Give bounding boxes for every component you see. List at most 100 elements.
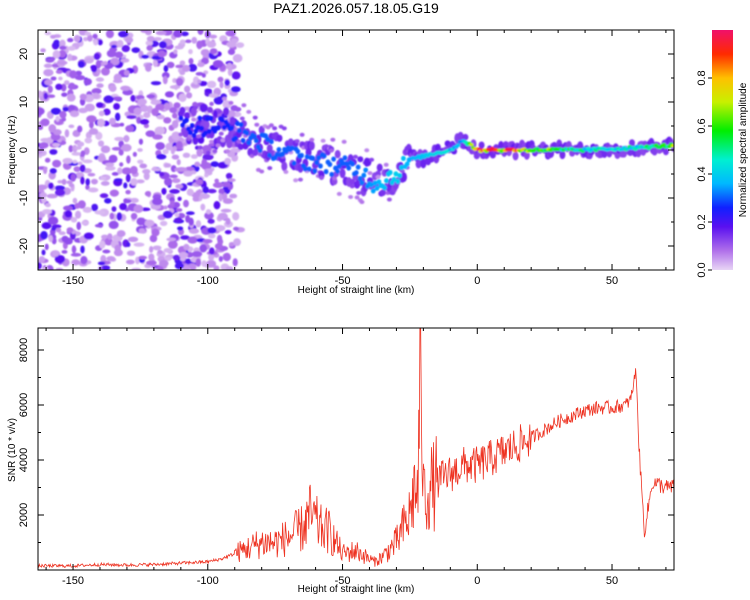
heatmap-cell [140, 30, 149, 33]
heatmap-cell [387, 169, 393, 176]
heatmap-cell [50, 107, 62, 115]
heatmap-cell [218, 193, 223, 202]
heatmap-cell [54, 189, 66, 197]
heatmap-cell [189, 263, 197, 270]
heatmap-cell [188, 57, 194, 65]
heatmap-cell [209, 34, 218, 39]
heatmap-cell [252, 133, 257, 139]
heatmap-cell [116, 39, 124, 48]
heatmap-cell [393, 171, 399, 177]
heatmap-cell [216, 125, 221, 131]
heatmap-cell [199, 193, 211, 199]
heatmap-cell [111, 146, 122, 151]
heatmap-cell [421, 155, 427, 159]
heatmap-cell [92, 33, 98, 39]
heatmap-cell [57, 179, 63, 184]
heatmap-cell [235, 120, 240, 127]
heatmap-cell [144, 191, 151, 197]
y-tick-label: 20 [18, 48, 30, 60]
heatmap-cell [67, 46, 76, 51]
heatmap-cell [183, 243, 190, 251]
heatmap-cell [133, 242, 145, 247]
heatmap-cell [302, 166, 308, 172]
heatmap-cell [155, 142, 165, 150]
heatmap-cell [74, 202, 81, 209]
heatmap-cell [208, 115, 214, 121]
heatmap-cell [228, 242, 235, 247]
heatmap-cell [185, 39, 192, 44]
heatmap-cell [127, 236, 139, 242]
heatmap-cell [63, 205, 73, 211]
spectrogram-y-label: Frequency (Hz) [7, 116, 18, 185]
heatmap-cell [157, 265, 164, 270]
x-tick-label: -150 [62, 575, 84, 587]
heatmap-cell [204, 116, 210, 122]
heatmap-cell [195, 220, 202, 228]
heatmap-cell [48, 124, 57, 133]
heatmap-cell [148, 253, 155, 261]
heatmap-cell [68, 145, 74, 153]
heatmap-cell [197, 62, 205, 68]
heatmap-cell [169, 85, 181, 90]
heatmap-cell [130, 94, 136, 102]
heatmap-cell [310, 155, 316, 161]
heatmap-cell [216, 234, 223, 243]
heatmap-cell [197, 79, 202, 84]
heatmap-cell [41, 197, 47, 204]
heatmap-cell [68, 82, 76, 90]
heatmap-cell [78, 107, 88, 114]
heatmap-cell [172, 254, 181, 261]
heatmap-cell [123, 69, 130, 77]
heatmap-cell [107, 233, 113, 240]
heatmap-cell [224, 157, 232, 165]
heatmap-cell [95, 77, 105, 82]
heatmap-cell [169, 189, 180, 194]
heatmap-cell [306, 166, 312, 172]
heatmap-cell [189, 123, 195, 129]
heatmap-cell [217, 76, 224, 83]
heatmap-cell [354, 195, 360, 200]
heatmap-cell [137, 98, 148, 106]
heatmap-cell [54, 185, 66, 191]
heatmap-cell [176, 226, 184, 231]
heatmap-cell [41, 222, 52, 230]
heatmap-cell [87, 34, 93, 42]
heatmap-cell [74, 146, 82, 150]
heatmap-cell [38, 184, 48, 191]
heatmap-cell [180, 31, 189, 37]
heatmap-cell [379, 189, 386, 197]
heatmap-cell [51, 226, 57, 231]
heatmap-cell [39, 142, 49, 149]
heatmap-cell [200, 203, 206, 211]
heatmap-cell [246, 140, 252, 146]
heatmap-cell [41, 209, 52, 215]
heatmap-cell [349, 178, 356, 186]
heatmap-cell [314, 159, 320, 166]
heatmap-cell [60, 83, 67, 92]
heatmap-cell [209, 48, 218, 55]
heatmap-cell [330, 137, 336, 142]
heatmap-cell [186, 92, 193, 99]
heatmap-cell [283, 169, 289, 174]
colorbar-tick-label: 0.8 [696, 70, 708, 85]
heatmap-cell [182, 152, 191, 158]
heatmap-cell [130, 165, 138, 175]
heatmap-cell [64, 129, 70, 138]
heatmap-cell [104, 162, 115, 167]
heatmap-cell [151, 167, 162, 172]
heatmap-cell [356, 191, 362, 196]
heatmap-cell [54, 254, 66, 264]
heatmap-cell [192, 105, 198, 110]
heatmap-cell [146, 105, 153, 114]
heatmap-cell [212, 149, 218, 154]
heatmap-cell [633, 147, 638, 151]
heatmap-cell [171, 120, 179, 129]
heatmap-cell [84, 31, 91, 36]
heatmap-cell [340, 160, 346, 166]
heatmap-cell [173, 102, 181, 109]
heatmap-cell [512, 151, 519, 161]
heatmap-cell [364, 148, 370, 153]
heatmap-cell [328, 148, 334, 153]
heatmap-cell [355, 164, 361, 170]
heatmap-cell [230, 38, 239, 43]
